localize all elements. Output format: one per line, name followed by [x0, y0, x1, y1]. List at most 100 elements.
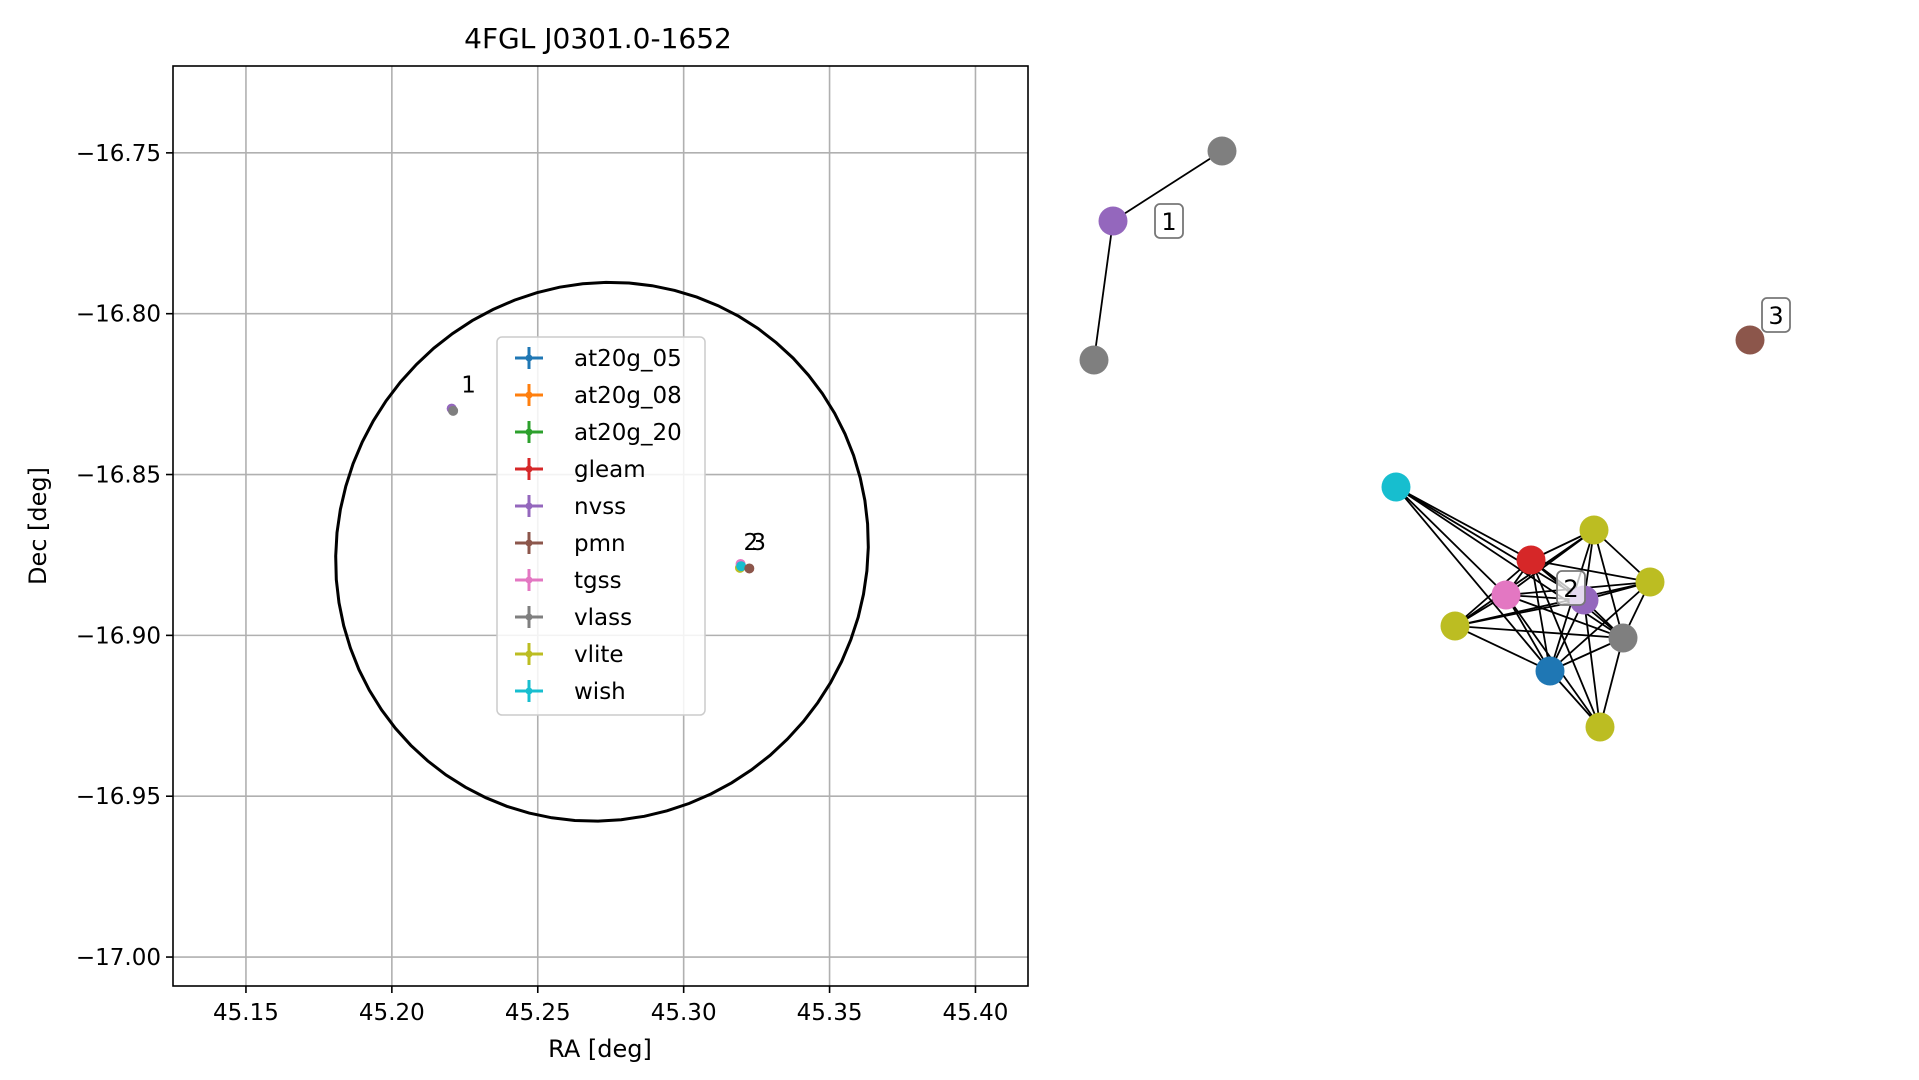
- network-node: [1516, 545, 1546, 575]
- legend-label: vlass: [574, 605, 632, 631]
- network-edge: [1454, 625, 1551, 672]
- x-axis-ticks: 45.15 45.20 45.25 45.30 45.35 45.40: [213, 986, 1008, 1026]
- chart-title: 4FGL J0301.0-1652: [464, 22, 732, 55]
- y-tick-label: −16.75: [76, 141, 161, 167]
- x-tick-label: 45.35: [797, 1000, 863, 1026]
- network-edge: [1593, 529, 1624, 639]
- network-edge: [1112, 150, 1223, 222]
- network-node: [1535, 656, 1565, 686]
- x-tick-label: 45.20: [359, 1000, 425, 1026]
- network-edge: [1093, 220, 1114, 361]
- x-tick-label: 45.30: [651, 1000, 717, 1026]
- legend-entry: vlite: [515, 642, 624, 668]
- network-edge: [1583, 599, 1601, 728]
- legend-marker-dot: [525, 354, 533, 362]
- legend-marker-dot: [525, 687, 533, 695]
- network-edge: [1549, 581, 1651, 672]
- legend-entry: nvss: [515, 494, 626, 520]
- source-point: [736, 561, 747, 572]
- y-axis-label: Dec [deg]: [24, 467, 52, 585]
- network-label-box: [1154, 203, 1184, 239]
- legend-label: at20g_20: [574, 420, 682, 446]
- error-ellipse: [334, 280, 870, 823]
- y-tick-label: −16.90: [76, 623, 161, 649]
- network-edge: [1454, 625, 1624, 639]
- network-node: [1579, 515, 1609, 545]
- legend-label: wish: [574, 679, 626, 705]
- x-tick-label: 45.25: [505, 1000, 571, 1026]
- legend-entry: tgss: [515, 568, 622, 594]
- legend-label: gleam: [574, 457, 646, 483]
- legend-marker-dot: [525, 613, 533, 621]
- network-node: [1381, 472, 1411, 502]
- y-axis-ticks: −16.75 −16.80 −16.85 −16.90 −16.95 −17.00: [76, 141, 173, 971]
- network-edge: [1454, 529, 1595, 627]
- legend-marker-dot: [525, 576, 533, 584]
- legend-box: [496, 336, 706, 716]
- legend-marker-dot: [525, 465, 533, 473]
- network-group-label: 3: [1768, 302, 1783, 330]
- x-tick-label: 45.15: [213, 1000, 279, 1026]
- legend-label: at20g_08: [574, 383, 682, 409]
- legend-marker-dot: [525, 428, 533, 436]
- network-node: [1079, 345, 1109, 375]
- legend-marker-dot: [525, 391, 533, 399]
- y-tick-label: −16.80: [76, 302, 161, 328]
- network-node: [1735, 325, 1765, 355]
- legend-entry: vlass: [515, 605, 632, 631]
- plot-frame: [172, 65, 1029, 987]
- legend-entry: at20g_20: [515, 420, 682, 446]
- network-label-box: [1761, 297, 1791, 333]
- network-edge: [1599, 637, 1624, 728]
- network-edge: [1395, 486, 1551, 672]
- network-node: [1207, 136, 1237, 166]
- network-node: [1635, 567, 1665, 597]
- network-edge: [1395, 486, 1585, 601]
- network-edge: [1530, 559, 1601, 728]
- network-node: [1098, 206, 1128, 236]
- network-label-box: [1556, 570, 1586, 606]
- legend-label: pmn: [574, 531, 626, 557]
- legend-label: tgss: [574, 568, 622, 594]
- source-group-label: 3: [751, 530, 766, 556]
- network-edge: [1505, 594, 1551, 672]
- legend-label: vlite: [574, 642, 624, 668]
- legend-marker-dot: [525, 502, 533, 510]
- network-node: [1440, 611, 1470, 641]
- y-tick-label: −16.85: [76, 463, 161, 489]
- network-group-label: 2: [1563, 575, 1578, 603]
- legend-label: nvss: [574, 494, 626, 520]
- network-node: [1491, 580, 1521, 610]
- legend-entry: at20g_05: [515, 346, 682, 372]
- network-group-labels: 1 2 3: [1154, 203, 1791, 606]
- legend-label: at20g_05: [574, 346, 682, 372]
- source-point: [448, 405, 459, 416]
- source-group-labels: 1 23: [461, 373, 766, 557]
- legend-marker-dot: [525, 539, 533, 547]
- x-tick-label: 45.40: [943, 1000, 1009, 1026]
- network-node: [1608, 623, 1638, 653]
- error-ellipse-layer: [334, 280, 870, 823]
- source-group-label: 2: [743, 530, 758, 556]
- source-point: [744, 563, 755, 574]
- legend-entry: at20g_08: [515, 383, 682, 409]
- legend-entry: pmn: [515, 531, 626, 557]
- network-edge: [1505, 594, 1624, 639]
- y-tick-label: −17.00: [76, 945, 161, 971]
- source-points: [446, 403, 755, 574]
- network-panel: 1 2 3: [1079, 136, 1791, 742]
- network-edge: [1395, 486, 1507, 596]
- network-node: [1585, 712, 1615, 742]
- scatter-panel: 4FGL J0301.0-1652 1 23 at20g_05 at20g_08at…: [24, 22, 1029, 1063]
- y-tick-label: −16.95: [76, 784, 161, 810]
- legend-entry: gleam: [515, 457, 646, 483]
- legend-entry: wish: [515, 679, 626, 705]
- legend-marker-dot: [525, 650, 533, 658]
- x-axis-label: RA [deg]: [548, 1035, 652, 1063]
- source-group-label: 1: [461, 373, 476, 399]
- network-nodes: [1079, 136, 1765, 742]
- network-edge: [1530, 559, 1651, 583]
- network-group-label: 1: [1161, 208, 1176, 236]
